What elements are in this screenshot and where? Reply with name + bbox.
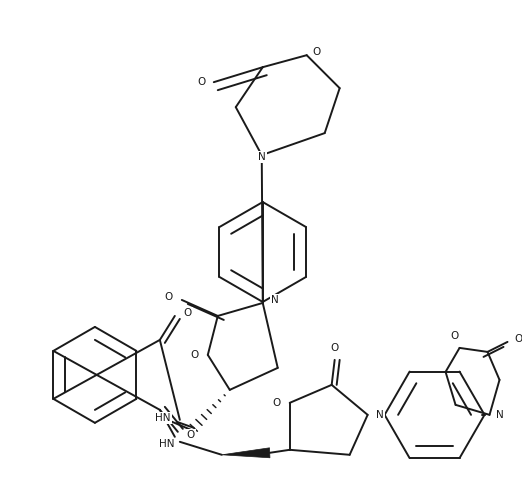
Text: O: O bbox=[187, 430, 195, 440]
Text: N: N bbox=[258, 152, 266, 162]
Text: HN: HN bbox=[155, 413, 171, 423]
Text: O: O bbox=[198, 77, 206, 87]
Text: HN: HN bbox=[159, 439, 174, 449]
Polygon shape bbox=[222, 448, 270, 458]
Text: O: O bbox=[514, 334, 522, 344]
Text: O: O bbox=[272, 398, 281, 408]
Text: N: N bbox=[495, 410, 503, 420]
Text: O: O bbox=[184, 308, 192, 318]
Text: O: O bbox=[191, 350, 199, 360]
Text: N: N bbox=[376, 410, 384, 420]
Text: O: O bbox=[330, 343, 339, 353]
Text: O: O bbox=[165, 292, 173, 302]
Text: O: O bbox=[313, 47, 321, 57]
Text: N: N bbox=[271, 295, 279, 305]
Text: O: O bbox=[450, 331, 459, 341]
